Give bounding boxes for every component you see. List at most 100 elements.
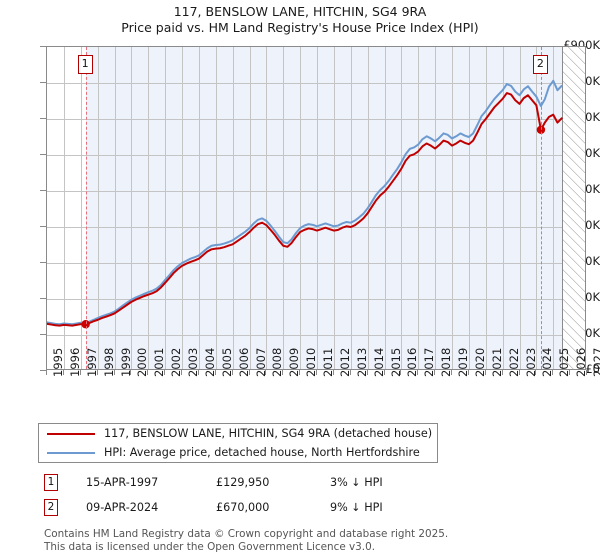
gridline-horizontal <box>47 119 585 120</box>
gridline-vertical <box>536 47 538 369</box>
chart-plot-area <box>46 46 586 370</box>
footer-line-1: Contains HM Land Registry data © Crown c… <box>44 528 449 540</box>
page-title: 117, BENSLOW LANE, HITCHIN, SG4 9RA Pric… <box>0 4 600 36</box>
chart-marker-badge-2: 2 <box>532 55 548 74</box>
x-axis-tick <box>214 370 216 375</box>
x-axis-tick <box>130 370 132 375</box>
gridline-vertical <box>502 47 504 369</box>
gridline-horizontal <box>47 191 585 192</box>
table-row: 1 15-APR-1997 £129,950 3% ↓ HPI <box>44 473 464 498</box>
gridline-horizontal <box>47 155 585 156</box>
series-line-price-paid <box>47 92 563 327</box>
gridline-vertical <box>468 47 470 369</box>
x-axis-tick <box>332 370 334 375</box>
gridline-horizontal <box>47 299 585 300</box>
legend-item-price-paid: 117, BENSLOW LANE, HITCHIN, SG4 9RA (det… <box>39 424 437 443</box>
y-axis-tick <box>40 118 46 119</box>
y-axis-label: £0 <box>585 362 600 376</box>
x-axis-tick <box>316 370 317 375</box>
x-axis-tick <box>451 370 452 375</box>
x-axis-tick <box>366 370 368 375</box>
gridline-vertical <box>63 47 65 369</box>
transaction-date-2: 09-APR-2024 <box>86 501 159 514</box>
event-line-2 <box>540 47 542 369</box>
x-axis-tick <box>501 370 503 375</box>
chart-marker-badge-1: 1 <box>77 55 93 74</box>
transaction-badge-2: 2 <box>44 499 58 516</box>
x-axis-tick <box>62 370 64 375</box>
gridline-vertical <box>435 47 437 369</box>
transaction-hpi-delta-2: 9% ↓ HPI <box>330 501 383 514</box>
x-axis-tick <box>434 370 436 375</box>
gridline-vertical <box>283 47 285 369</box>
legend-swatch-blue-icon <box>47 451 95 454</box>
x-axis-tick <box>417 370 419 375</box>
gridline-vertical <box>266 47 268 369</box>
x-axis-tick <box>299 370 301 375</box>
gridline-vertical <box>249 47 251 369</box>
series-lines <box>47 79 563 329</box>
gridline-vertical <box>97 47 99 369</box>
x-axis-tick <box>96 370 98 375</box>
gridline-vertical <box>114 47 116 369</box>
table-row: 2 09-APR-2024 £670,000 9% ↓ HPI <box>44 498 464 523</box>
x-axis-tick <box>181 370 182 375</box>
x-axis-tick <box>265 370 267 375</box>
gridline-vertical <box>317 47 318 369</box>
chart-title: 117, BENSLOW LANE, HITCHIN, SG4 9RA <box>173 4 427 19</box>
transactions-table: 1 15-APR-1997 £129,950 3% ↓ HPI 2 09-APR… <box>44 473 464 523</box>
gridline-vertical <box>452 47 453 369</box>
gridline-vertical <box>401 47 403 369</box>
y-axis-tick <box>40 82 46 83</box>
gridline-horizontal <box>47 227 585 228</box>
x-axis-tick <box>535 370 537 375</box>
sale-point-marker-1 <box>81 320 90 329</box>
gridline-vertical <box>350 47 352 369</box>
y-axis-tick <box>40 190 46 191</box>
gridline-vertical <box>198 47 200 369</box>
gridline-horizontal <box>47 263 585 264</box>
gridline-vertical <box>553 47 555 369</box>
forecast-hatched-region <box>561 47 585 369</box>
x-axis-tick <box>248 370 250 375</box>
legend-item-hpi: HPI: Average price, detached house, Nort… <box>39 443 437 462</box>
y-axis-tick <box>40 334 46 335</box>
x-axis-tick <box>400 370 402 375</box>
chart-subtitle: Price paid vs. HM Land Registry's House … <box>121 20 479 35</box>
y-axis-tick <box>40 226 46 227</box>
gridline-horizontal <box>47 83 585 84</box>
x-axis-tick <box>569 370 571 375</box>
legend-swatch-red-icon <box>47 432 95 435</box>
x-axis-tick <box>113 370 115 375</box>
transaction-price-2: £670,000 <box>216 501 270 514</box>
gridline-vertical <box>215 47 217 369</box>
chart-legend: 117, BENSLOW LANE, HITCHIN, SG4 9RA (det… <box>38 423 438 463</box>
transaction-hpi-delta-1: 3% ↓ HPI <box>330 476 383 489</box>
gridline-vertical <box>519 47 521 369</box>
attribution-footer: Contains HM Land Registry data © Crown c… <box>44 528 564 553</box>
x-axis-tick <box>349 370 351 375</box>
x-axis-tick <box>467 370 469 375</box>
y-axis-tick <box>40 298 46 299</box>
gridline-vertical <box>300 47 302 369</box>
y-axis-tick <box>40 46 46 47</box>
y-axis-tick <box>40 154 46 155</box>
gridline-vertical <box>232 47 234 369</box>
transaction-price-1: £129,950 <box>216 476 270 489</box>
footer-line-2: This data is licensed under the Open Gov… <box>44 540 376 553</box>
y-axis-tick <box>40 370 46 371</box>
x-axis-tick <box>383 370 385 375</box>
gridline-vertical <box>384 47 386 369</box>
gridline-vertical <box>485 47 487 369</box>
gridline-vertical <box>165 47 167 369</box>
legend-label-price-paid: 117, BENSLOW LANE, HITCHIN, SG4 9RA (det… <box>104 427 433 440</box>
x-axis-tick <box>79 370 81 375</box>
gridline-vertical <box>418 47 420 369</box>
legend-label-hpi: HPI: Average price, detached house, Nort… <box>104 446 420 459</box>
event-line-1 <box>85 47 87 369</box>
transaction-badge-1: 1 <box>44 474 58 491</box>
x-axis-tick <box>231 370 233 375</box>
gridline-vertical <box>131 47 133 369</box>
x-axis-tick <box>518 370 520 375</box>
y-axis-tick <box>40 262 46 263</box>
